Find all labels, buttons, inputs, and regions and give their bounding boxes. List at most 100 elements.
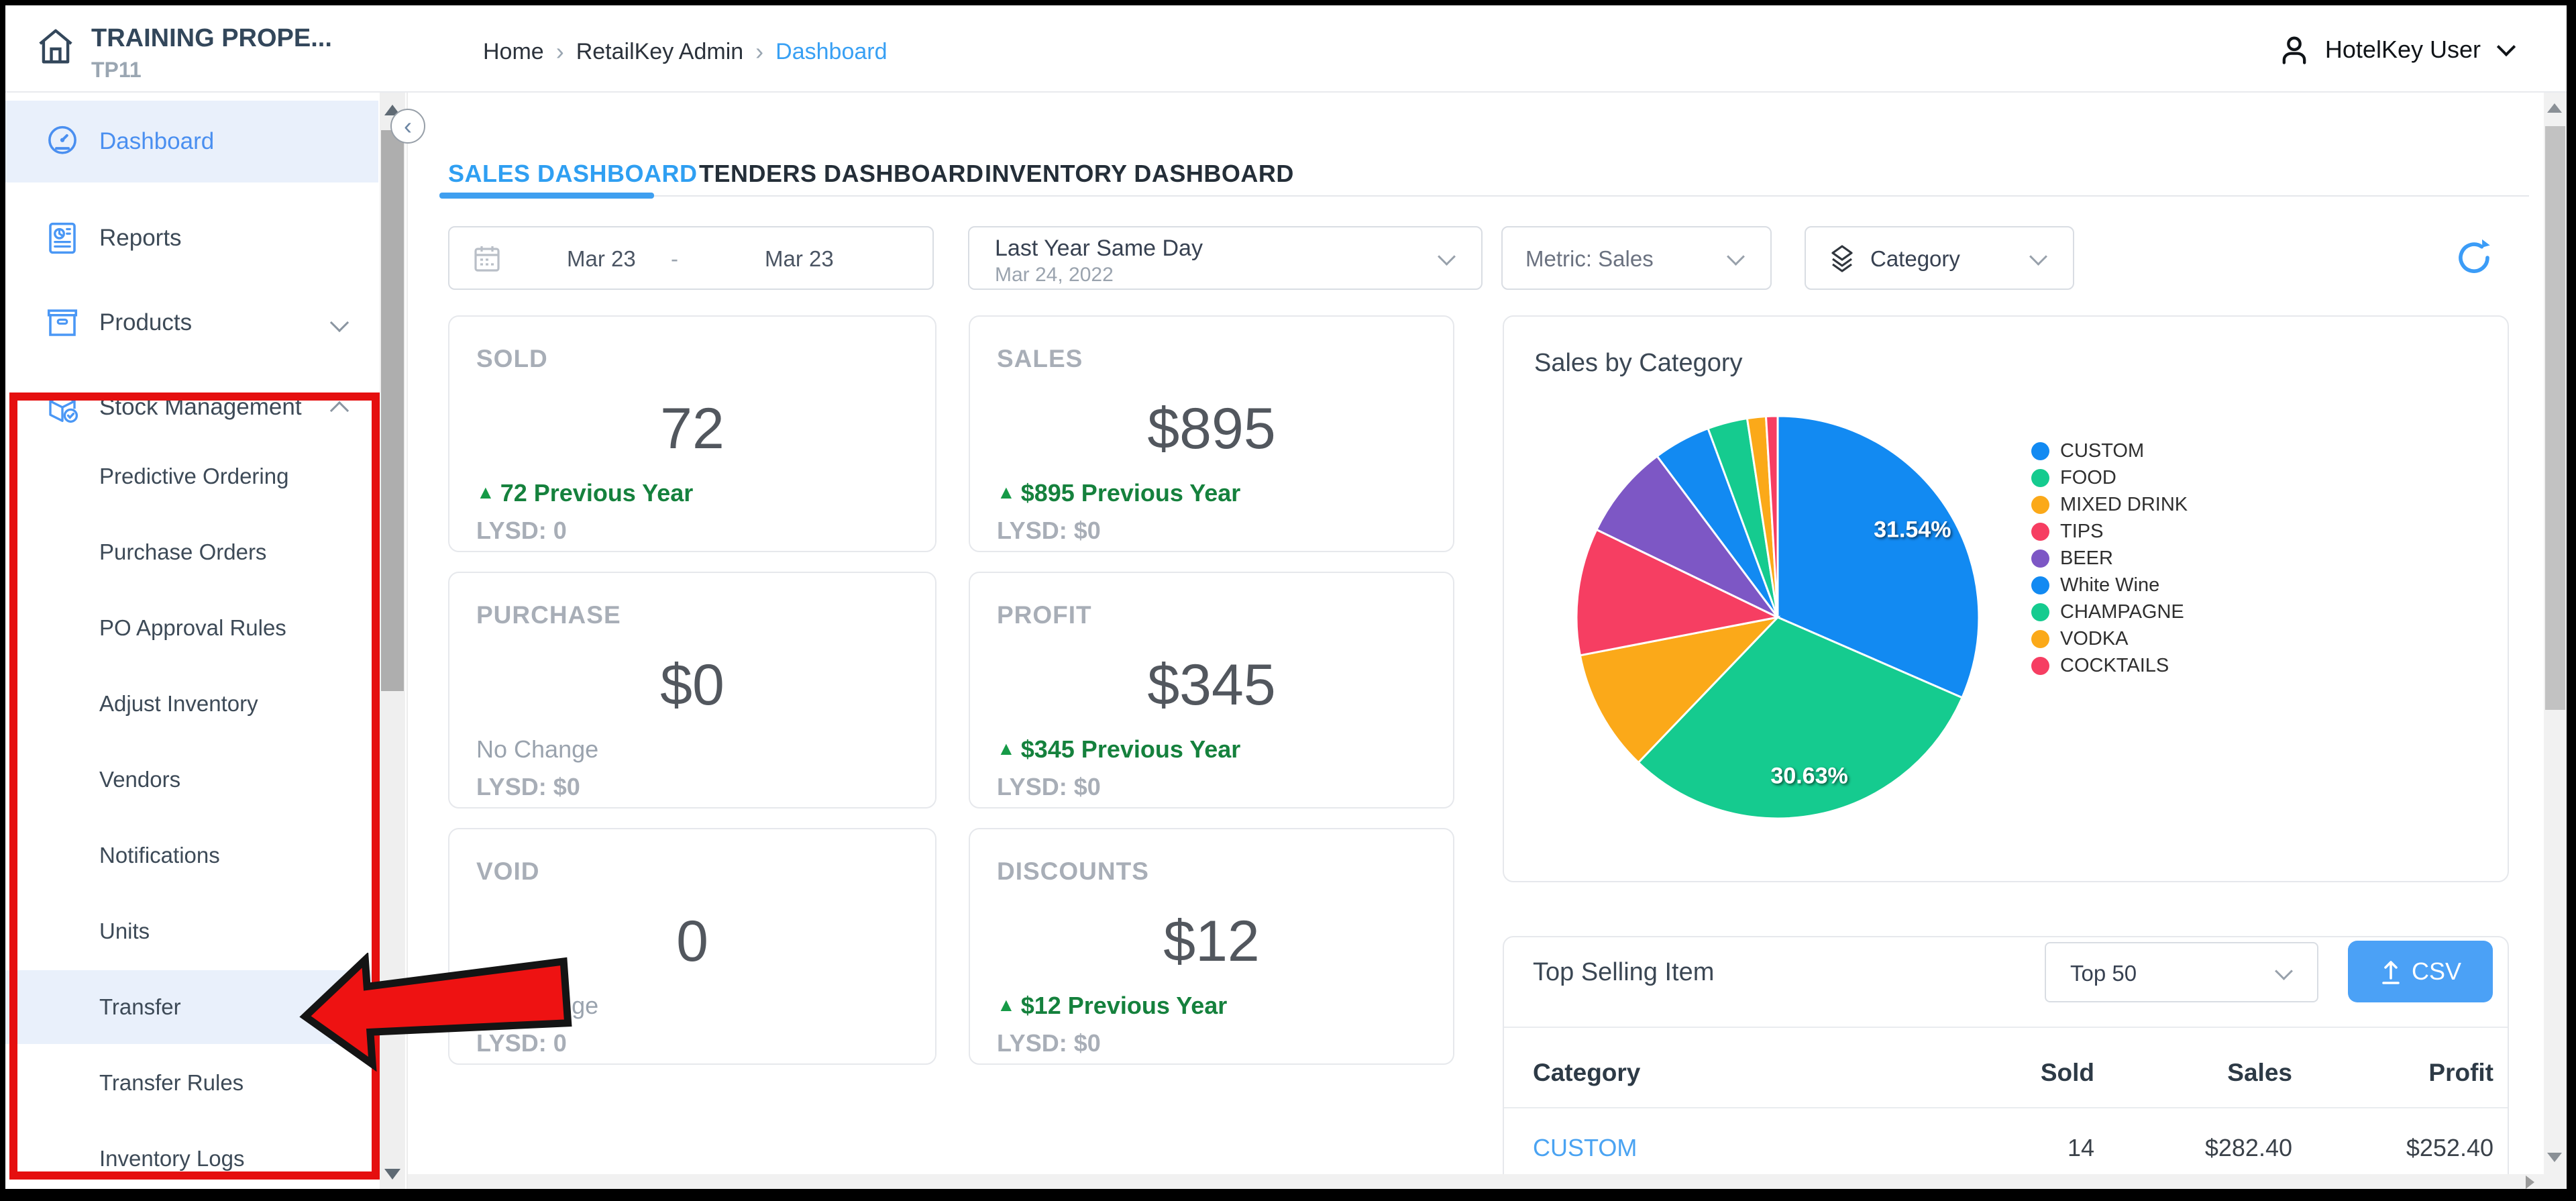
scroll-up-icon[interactable] bbox=[2547, 103, 2562, 113]
date-end-value[interactable]: Mar 23 bbox=[765, 246, 834, 271]
legend-label: MIXED DRINK bbox=[2060, 493, 2188, 515]
sidebar-subitem-po-approval-rules[interactable]: PO Approval Rules bbox=[5, 591, 378, 665]
legend-item-beer[interactable]: BEER bbox=[2031, 545, 2113, 572]
legend-item-custom[interactable]: CUSTOM bbox=[2031, 437, 2144, 464]
scroll-down-icon[interactable] bbox=[2547, 1153, 2562, 1162]
user-menu-chevron-icon bbox=[2496, 37, 2516, 57]
legend-label: BEER bbox=[2060, 547, 2113, 569]
chart-title: Sales by Category bbox=[1534, 349, 1743, 377]
sidebar-subitem-units[interactable]: Units bbox=[5, 894, 378, 968]
sidebar-subitem-inventory-logs[interactable]: Inventory Logs bbox=[5, 1122, 378, 1196]
kpi-value: $895 bbox=[1147, 397, 1276, 461]
csv-button-label: CSV bbox=[2411, 957, 2462, 985]
legend-item-white-wine[interactable]: White Wine bbox=[2031, 572, 2159, 598]
sidebar-subitem-purchase-orders[interactable]: Purchase Orders bbox=[5, 515, 378, 589]
user-name: HotelKey User bbox=[2324, 36, 2481, 63]
legend-item-vodka[interactable]: VODKA bbox=[2031, 625, 2129, 652]
refresh-button[interactable] bbox=[2453, 236, 2496, 279]
sidebar-subitem-label: Notifications bbox=[99, 843, 220, 868]
kpi-card-discounts: DISCOUNTS $12 ▲ $12 Previous Year LYSD: $0 bbox=[969, 828, 1454, 1065]
chevron-down-icon bbox=[1727, 248, 1745, 266]
sidebar-subitem-predictive-ordering[interactable]: Predictive Ordering bbox=[5, 439, 378, 513]
comparison-subvalue: Mar 24, 2022 bbox=[995, 264, 1114, 286]
sidebar-collapse-button[interactable]: ‹ bbox=[390, 109, 425, 144]
legend-label: White Wine bbox=[2060, 574, 2160, 596]
kpi-label: DISCOUNTS bbox=[997, 857, 1149, 885]
metric-value: Metric: Sales bbox=[1525, 246, 1654, 271]
legend-item-tips[interactable]: TIPS bbox=[2031, 518, 2103, 545]
sidebar-subitem-notifications[interactable]: Notifications bbox=[5, 819, 378, 892]
breadcrumb: Home › RetailKey Admin › Dashboard bbox=[483, 38, 888, 66]
legend-item-mixed-drink[interactable]: MIXED DRINK bbox=[2031, 491, 2188, 518]
metric-select[interactable]: Metric: Sales bbox=[1501, 226, 1772, 290]
row-profit: $252.40 bbox=[2406, 1134, 2493, 1161]
breadcrumb-home[interactable]: Home bbox=[483, 38, 544, 64]
kpi-lysd: LYSD: $0 bbox=[997, 773, 1101, 800]
grouping-select[interactable]: Category bbox=[1805, 226, 2074, 290]
column-header-category: Category bbox=[1533, 1059, 1641, 1086]
sidebar-subitem-label: Adjust Inventory bbox=[99, 691, 258, 716]
sidebar-subitem-adjust-inventory[interactable]: Adjust Inventory bbox=[5, 667, 378, 741]
legend-item-champagne[interactable]: CHAMPAGNE bbox=[2031, 598, 2184, 625]
sales-by-category-pie-chart[interactable]: 31.54% 30.63% bbox=[1571, 411, 1984, 824]
products-icon bbox=[47, 309, 78, 336]
date-range-picker[interactable]: Mar 23 - Mar 23 bbox=[448, 226, 934, 290]
tab-inventory-dashboard[interactable]: INVENTORY DASHBOARD bbox=[985, 160, 1294, 187]
top-n-select[interactable]: Top 50 bbox=[2045, 942, 2318, 1002]
top-header: TRAINING PROPE... TP11 Home › RetailKey … bbox=[5, 5, 2567, 93]
legend-item-food[interactable]: FOOD bbox=[2031, 464, 2116, 491]
sidebar-item-products[interactable]: Products bbox=[5, 282, 378, 364]
active-tab-indicator bbox=[439, 193, 654, 199]
date-start-value[interactable]: Mar 23 bbox=[567, 246, 636, 271]
tab-sales-dashboard[interactable]: SALES DASHBOARD bbox=[448, 160, 698, 187]
legend-item-cocktails[interactable]: COCKTAILS bbox=[2031, 652, 2169, 679]
sidebar-item-label: Dashboard bbox=[99, 128, 215, 154]
sidebar-subitem-label: Vendors bbox=[99, 767, 181, 792]
divider bbox=[1504, 1107, 2508, 1108]
pie-slice-cocktails[interactable] bbox=[1764, 415, 1779, 618]
scroll-right-icon[interactable] bbox=[2526, 1176, 2534, 1189]
legend-color-dot bbox=[2031, 576, 2049, 594]
legend-color-dot bbox=[2031, 656, 2049, 675]
top-selling-panel bbox=[1503, 936, 2509, 1189]
sidebar-item-reports[interactable]: Reports bbox=[5, 197, 378, 279]
scroll-down-icon[interactable] bbox=[384, 1169, 400, 1180]
stock-management-icon bbox=[49, 394, 78, 423]
kpi-change: ▲ $345 Previous Year bbox=[997, 735, 1241, 763]
divider bbox=[1504, 1027, 2508, 1028]
kpi-label: SOLD bbox=[476, 345, 548, 372]
sidebar-subitem-label: Predictive Ordering bbox=[99, 464, 289, 488]
legend-label: COCKTAILS bbox=[2060, 654, 2169, 676]
main-vertical-scrollbar[interactable] bbox=[2544, 93, 2567, 1189]
breadcrumb-retailkey-admin[interactable]: RetailKey Admin bbox=[576, 38, 744, 64]
kpi-label: SALES bbox=[997, 345, 1083, 372]
top-selling-title: Top Selling Item bbox=[1533, 958, 1715, 986]
sidebar-subitem-transfer-rules[interactable]: Transfer Rules bbox=[5, 1046, 378, 1120]
chevron-down-icon bbox=[2029, 248, 2047, 266]
sidebar-divider bbox=[407, 93, 408, 1189]
pie-slice-mixed-drink[interactable] bbox=[1578, 615, 1781, 764]
top-n-value: Top 50 bbox=[2070, 961, 2137, 986]
pie-slice-food[interactable] bbox=[1637, 616, 1964, 820]
kpi-card-sales: SALES $895 ▲ $895 Previous Year LYSD: $0 bbox=[969, 315, 1454, 552]
sidebar-item-stock-management[interactable]: Stock Management bbox=[5, 366, 378, 448]
upload-icon bbox=[2382, 961, 2400, 984]
pie-slice-custom[interactable] bbox=[1776, 415, 1980, 699]
tab-tenders-dashboard[interactable]: TENDERS DASHBOARD bbox=[699, 160, 984, 187]
export-csv-button[interactable]: CSV bbox=[2348, 941, 2493, 1002]
kpi-cards: SOLD 72 ▲ 72 Previous Year LYSD: 0 SALES $895 ▲… bbox=[448, 315, 1454, 1065]
pie-slice-beer[interactable] bbox=[1595, 454, 1779, 619]
main-scrollbar-thumb[interactable] bbox=[2545, 126, 2565, 710]
sidebar-item-label: Products bbox=[99, 309, 193, 335]
sidebar-subitem-label: Transfer bbox=[99, 994, 181, 1019]
kpi-change: No Change bbox=[476, 735, 599, 763]
comparison-select[interactable]: Last Year Same Day Mar 24, 2022 bbox=[968, 226, 1483, 290]
sidebar-scrollbar-thumb[interactable] bbox=[381, 130, 404, 691]
row-category-link[interactable]: CUSTOM bbox=[1533, 1134, 1638, 1161]
sidebar-subitem-vendors[interactable]: Vendors bbox=[5, 743, 378, 817]
user-menu[interactable]: HotelKey User bbox=[2277, 32, 2516, 67]
sidebar-item-dashboard[interactable]: Dashboard bbox=[5, 101, 378, 182]
pie-slice-tips[interactable] bbox=[1575, 528, 1781, 657]
horizontal-scrollbar[interactable] bbox=[408, 1174, 2544, 1189]
